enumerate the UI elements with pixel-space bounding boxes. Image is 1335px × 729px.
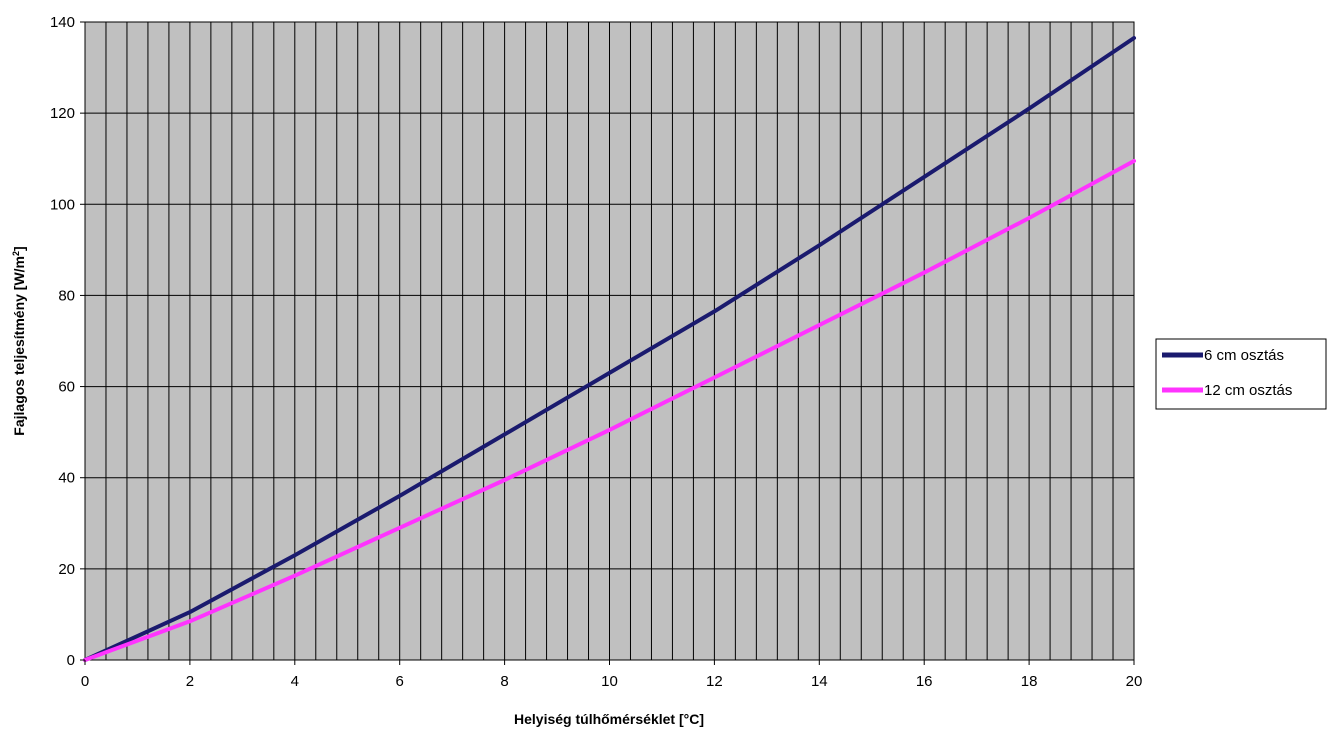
y-axis-title: Fajlagos teljesítmény [W/m2] xyxy=(11,246,27,435)
x-tick-label: 14 xyxy=(811,673,828,690)
y-tick-label: 0 xyxy=(67,652,75,669)
x-tick-label: 6 xyxy=(396,673,404,690)
y-axis-title-superscript: 2 xyxy=(11,251,21,256)
x-tick-label: 0 xyxy=(81,673,89,690)
x-axis-ticks: 0 2 4 6 8 10 12 14 16 18 20 xyxy=(81,660,1143,690)
x-tick-label: 4 xyxy=(291,673,299,690)
y-tick-label: 120 xyxy=(50,105,75,122)
horizontal-gridlines xyxy=(85,112,1134,570)
y-tick-label: 60 xyxy=(58,379,75,396)
x-tick-label: 20 xyxy=(1126,673,1143,690)
legend: 6 cm osztás 12 cm osztás xyxy=(1155,338,1327,410)
series-line-12cm xyxy=(83,159,1136,662)
x-tick-label: 12 xyxy=(706,673,723,690)
vertical-gridlines xyxy=(105,22,1114,660)
x-tick-label: 8 xyxy=(500,673,508,690)
x-tick-label: 18 xyxy=(1021,673,1038,690)
x-tick-label: 2 xyxy=(186,673,194,690)
x-axis-title: Helyiség túlhőmérséklet [°C] xyxy=(514,711,704,727)
y-axis-title-close: ] xyxy=(11,246,27,251)
series-line-6cm xyxy=(83,36,1136,662)
y-tick-label: 80 xyxy=(58,287,75,304)
y-axis-title-main: Fajlagos teljesítmény [W/m xyxy=(11,256,27,436)
series-lines xyxy=(83,36,1136,662)
y-tick-label: 20 xyxy=(58,561,75,578)
legend-label-6cm: 6 cm osztás xyxy=(1204,347,1284,364)
y-tick-label: 140 xyxy=(50,14,75,31)
y-tick-label: 100 xyxy=(50,196,75,213)
legend-box xyxy=(1155,338,1327,410)
y-axis-ticks: 0 20 40 60 80 100 120 140 xyxy=(50,14,85,669)
legend-label-12cm: 12 cm osztás xyxy=(1204,382,1292,399)
x-tick-label: 16 xyxy=(916,673,933,690)
y-tick-label: 40 xyxy=(58,470,75,487)
x-tick-label: 10 xyxy=(601,673,618,690)
